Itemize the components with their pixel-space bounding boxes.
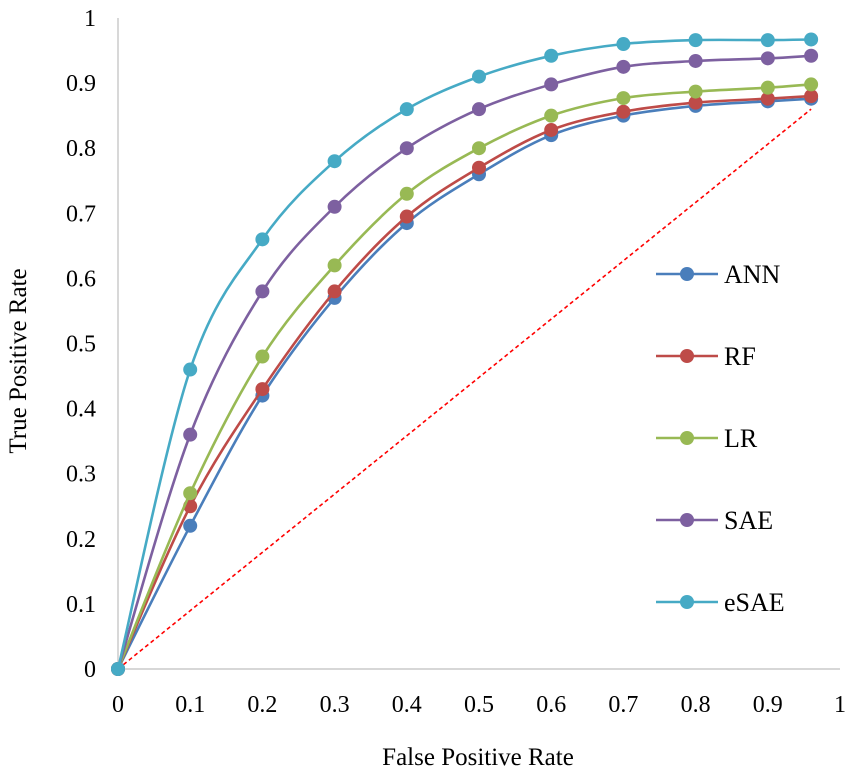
data-point-sae <box>327 199 342 214</box>
x-tick-label: 1 <box>834 692 846 718</box>
data-point-esae <box>760 33 775 48</box>
data-point-sae <box>472 102 486 117</box>
data-point-sae <box>760 51 775 66</box>
data-point-lr <box>183 486 198 501</box>
y-tick-label: 0 <box>84 657 96 683</box>
axes <box>117 18 840 670</box>
legend-item-esae: eSAE <box>656 588 785 617</box>
data-point-esae <box>255 232 270 247</box>
legend-label: eSAE <box>724 588 785 617</box>
x-tick-label: 0 <box>112 692 124 718</box>
series <box>111 32 819 676</box>
x-tick-label: 0.4 <box>392 692 422 718</box>
y-tick-label: 0.4 <box>66 397 96 423</box>
data-point-rf <box>472 160 486 175</box>
data-point-esae <box>472 69 486 84</box>
data-point-rf <box>544 122 559 137</box>
data-point-sae <box>183 427 198 442</box>
data-point-sae <box>544 77 559 92</box>
data-point-lr <box>616 91 631 106</box>
legend-item-ann: ANN <box>656 260 781 289</box>
y-tick-label: 0.6 <box>66 266 96 292</box>
data-point-lr <box>255 349 270 364</box>
data-point-lr <box>472 141 486 156</box>
data-point-rf <box>760 91 775 106</box>
data-point-esae <box>544 48 559 63</box>
data-point-esae <box>111 662 125 676</box>
legend-item-lr: LR <box>656 424 758 453</box>
x-tick-label: 0.8 <box>681 692 711 718</box>
y-tick-label: 0.9 <box>66 71 96 97</box>
x-tick-label: 0.7 <box>608 692 638 718</box>
y-tick-label: 0.8 <box>66 136 96 162</box>
legend-swatch-marker <box>680 349 694 363</box>
series-line-sae <box>116 54 812 670</box>
y-tick-label: 0.7 <box>66 201 96 227</box>
series-esae <box>111 32 819 676</box>
legend-item-rf: RF <box>656 342 756 371</box>
tick-labels: 0 0.1 0.2 0.3 0.4 0.5 0.6 0.7 0.8 0.9 1 0 0.1 0.2 0.3 0… <box>66 6 846 718</box>
data-point-esae <box>183 362 198 377</box>
x-tick-label: 0.5 <box>464 692 494 718</box>
data-point-rf <box>327 284 342 299</box>
reference-line <box>117 108 812 670</box>
legend-swatch-marker <box>680 431 694 445</box>
series-line-lr <box>116 83 812 670</box>
data-point-lr <box>804 77 819 92</box>
data-point-esae <box>616 37 631 52</box>
data-point-sae <box>255 284 270 299</box>
data-point-esae <box>804 32 819 47</box>
data-point-sae <box>616 59 631 74</box>
data-point-lr <box>688 84 703 99</box>
y-axis-title: True Positive Rate <box>5 268 32 453</box>
legend-item-sae: SAE <box>656 506 773 535</box>
data-point-sae <box>688 53 703 68</box>
legend: ANN RF LR SAE eSAE <box>656 260 785 617</box>
data-point-esae <box>327 154 342 169</box>
series-sae <box>111 48 819 676</box>
x-tick-label: 0.9 <box>753 692 783 718</box>
legend-swatch-marker <box>680 267 694 281</box>
legend-label: LR <box>724 424 758 453</box>
x-axis-title: False Positive Rate <box>382 744 574 771</box>
x-tick-label: 0.3 <box>320 692 350 718</box>
data-point-esae <box>688 33 703 48</box>
data-point-sae <box>804 48 819 63</box>
data-point-lr <box>544 108 559 123</box>
series-lr <box>111 77 819 676</box>
data-point-rf <box>804 89 819 104</box>
x-tick-label: 0.2 <box>247 692 277 718</box>
legend-label: SAE <box>724 506 773 535</box>
data-point-lr <box>399 186 414 201</box>
series-line-ann <box>116 97 812 670</box>
data-point-lr <box>760 80 775 95</box>
data-point-rf <box>688 95 703 110</box>
data-point-rf <box>255 382 270 397</box>
x-tick-label: 0.6 <box>536 692 566 718</box>
y-tick-label: 0.1 <box>66 592 96 618</box>
legend-label: RF <box>724 342 756 371</box>
data-point-esae <box>399 102 414 117</box>
legend-swatch-marker <box>680 595 694 609</box>
series-line-esae <box>116 38 812 670</box>
y-tick-label: 0.5 <box>66 332 96 358</box>
legend-swatch-marker <box>680 513 694 527</box>
y-tick-label: 0.3 <box>66 462 96 488</box>
x-tick-label: 0.1 <box>175 692 205 718</box>
reference-diagonal <box>117 108 812 670</box>
data-point-rf <box>616 104 631 119</box>
legend-label: ANN <box>724 260 781 289</box>
data-point-sae <box>399 141 414 156</box>
y-tick-label: 0.2 <box>66 527 96 553</box>
data-point-rf <box>399 209 414 224</box>
data-point-ann <box>183 518 198 533</box>
data-point-lr <box>327 258 342 273</box>
y-tick-label: 1 <box>84 6 96 32</box>
